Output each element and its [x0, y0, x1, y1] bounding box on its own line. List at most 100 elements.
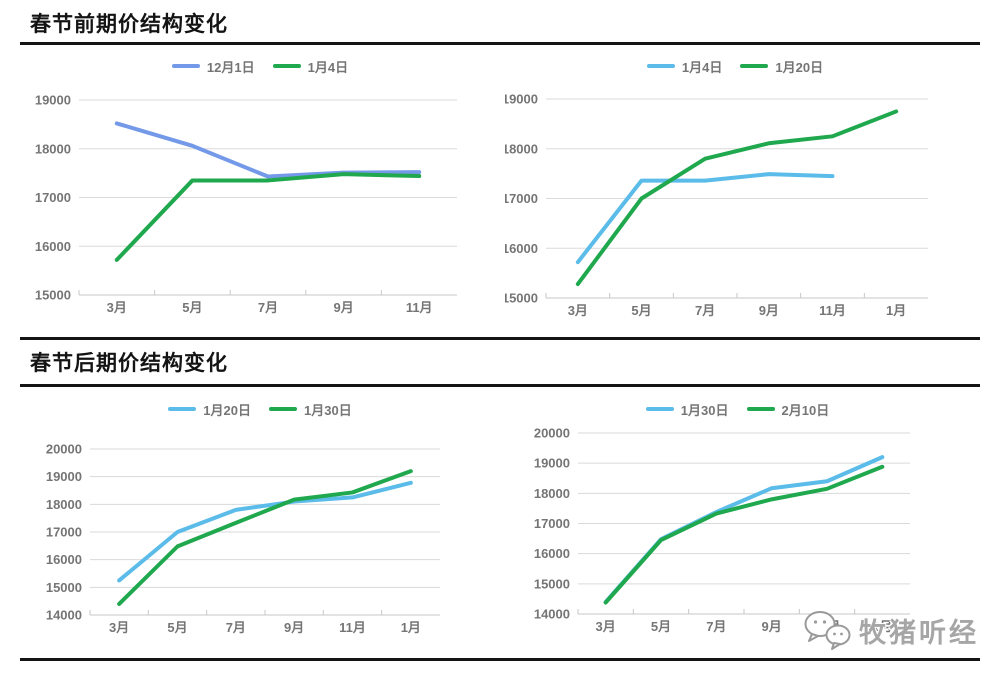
y-tick-label: 19000 — [35, 93, 71, 108]
legend-item: 1月4日 — [272, 57, 349, 76]
y-tick-label: 17000 — [46, 525, 82, 540]
y-tick-label: 19000 — [505, 92, 538, 107]
x-tick-label: 5月 — [167, 620, 187, 635]
x-tick-label: 3月 — [109, 620, 129, 635]
y-tick-label: 18000 — [46, 497, 82, 512]
y-tick-label: 17000 — [505, 191, 538, 206]
series-line-1月20日 — [575, 109, 899, 287]
y-tick-label: 15000 — [534, 576, 570, 591]
legend-item: 12月1日 — [171, 57, 255, 76]
y-tick-label: 16000 — [534, 546, 570, 561]
y-tick-label: 18000 — [505, 141, 538, 156]
x-tick-label: 5月 — [182, 300, 202, 315]
legend-item: 2月10日 — [746, 400, 830, 419]
y-tick-label: 15000 — [35, 288, 71, 303]
legend-item: 1月20日 — [740, 57, 823, 76]
chart-jan4-vs-jan20: 1月4日 1月20日 19000 18000 17000 16000 15000 3月 5月 7… — [505, 55, 965, 322]
y-tick-label: 15000 — [505, 291, 538, 306]
x-tick-label: 1月 — [401, 620, 421, 635]
chart-legend: 1月4日 1月20日 — [505, 55, 965, 77]
chart-jan20-vs-jan30: 1月20日 1月30日 20000 19000 18000 17000 16000 1500… — [35, 398, 485, 645]
legend-swatch — [168, 407, 197, 411]
chart-canvas: 20000 19000 18000 17000 16000 15000 14000 3月 5月 7… — [46, 442, 440, 635]
legend-label: 1月4日 — [307, 59, 349, 75]
chart-legend: 12月1日 1月4日 — [35, 55, 485, 77]
y-tick-label: 18000 — [35, 141, 71, 156]
y-tick-label: 16000 — [46, 552, 82, 567]
x-tick-label: 11月 — [339, 620, 366, 635]
divider-line — [20, 384, 980, 387]
series-line-12月1日 — [114, 121, 422, 179]
legend-label: 1月4日 — [681, 59, 723, 75]
x-tick-label: 5月 — [631, 303, 651, 318]
y-tick-label: 20000 — [46, 442, 82, 457]
y-tick-label: 14000 — [534, 607, 570, 622]
chart-dec1-vs-jan4: 12月1日 1月4日 19000 18000 17000 16000 15000 3月 5月 7… — [35, 55, 485, 322]
y-tick-label: 15000 — [46, 580, 82, 595]
x-tick-label: 1月 — [886, 303, 906, 318]
legend-item: 1月30日 — [269, 400, 352, 419]
chart-legend: 1月30日 2月10日 — [510, 398, 965, 420]
y-tick-label: 19000 — [46, 469, 82, 484]
legend-item: 1月20日 — [168, 400, 251, 419]
y-tick-label: 18000 — [534, 486, 570, 501]
section-title-pre-festival: 春节前期价结构变化 — [30, 13, 228, 36]
series-line-1月30日 — [117, 469, 413, 606]
series-line-1月20日 — [117, 480, 413, 583]
legend-swatch — [646, 64, 675, 68]
legend-swatch — [269, 407, 297, 411]
y-tick-label: 20000 — [534, 426, 570, 441]
x-tick-label: 11月 — [819, 303, 846, 318]
watermark-text: 牧猪听经 — [859, 617, 979, 648]
x-tick-label: 7月 — [258, 300, 278, 315]
x-tick-label: 5月 — [651, 619, 671, 634]
x-tick-label: 7月 — [695, 303, 715, 318]
section-title-post-festival: 春节后期价结构变化 — [30, 352, 228, 375]
legend-swatch — [740, 64, 769, 68]
legend-item: 1月4日 — [646, 57, 723, 76]
chart-jan30-vs-feb10: 1月30日 2月10日 20000 19000 18000 17000 16000 1500… — [510, 398, 965, 645]
legend-label: 12月1日 — [206, 59, 255, 75]
x-tick-label: 3月 — [568, 303, 588, 318]
legend-swatch — [645, 407, 674, 411]
legend-swatch — [746, 407, 775, 411]
chart-canvas: 20000 19000 18000 17000 16000 15000 14000 3月 5月 7… — [534, 426, 910, 634]
chart-canvas: 19000 18000 17000 16000 15000 3月 5月 7月 9月 11月 — [35, 93, 457, 315]
series-line-1月4日 — [575, 172, 835, 265]
legend-swatch — [171, 64, 200, 68]
x-tick-label: 11月 — [406, 300, 433, 315]
y-tick-label: 19000 — [534, 456, 570, 471]
series-line-1月4日 — [114, 172, 422, 262]
legend-label: 1月30日 — [680, 402, 729, 418]
y-tick-label: 17000 — [534, 516, 570, 531]
y-tick-label: 16000 — [35, 239, 71, 254]
x-tick-label: 3月 — [107, 300, 127, 315]
x-tick-label: 7月 — [226, 620, 246, 635]
y-tick-label: 14000 — [46, 608, 82, 623]
wechat-icon — [804, 611, 851, 650]
watermark: 牧猪听经 — [802, 608, 979, 652]
x-tick-label: 3月 — [596, 619, 616, 634]
legend-label: 1月20日 — [775, 59, 824, 75]
y-tick-label: 17000 — [35, 190, 71, 205]
divider-line — [20, 658, 980, 661]
x-tick-label: 9月 — [333, 300, 353, 315]
legend-item: 1月30日 — [645, 400, 729, 419]
x-tick-label: 9月 — [762, 619, 782, 634]
x-tick-label: 9月 — [759, 303, 779, 318]
legend-label: 1月20日 — [203, 402, 251, 418]
divider-line — [20, 337, 980, 340]
divider-line — [20, 42, 980, 45]
series-line-2月10日 — [603, 464, 885, 605]
y-tick-label: 16000 — [505, 241, 538, 256]
chart-legend: 1月20日 1月30日 — [35, 398, 485, 420]
x-tick-label: 1月 — [872, 619, 892, 634]
legend-swatch — [272, 64, 301, 68]
chart-canvas: 19000 18000 17000 16000 15000 3月 5月 7月 9月 11月 1月 — [505, 92, 928, 318]
legend-label: 2月10日 — [781, 402, 830, 418]
legend-label: 1月30日 — [304, 402, 352, 418]
x-tick-label: 7月 — [706, 619, 726, 634]
series-line-1月30日 — [603, 455, 885, 604]
x-tick-label: 9月 — [284, 620, 304, 635]
